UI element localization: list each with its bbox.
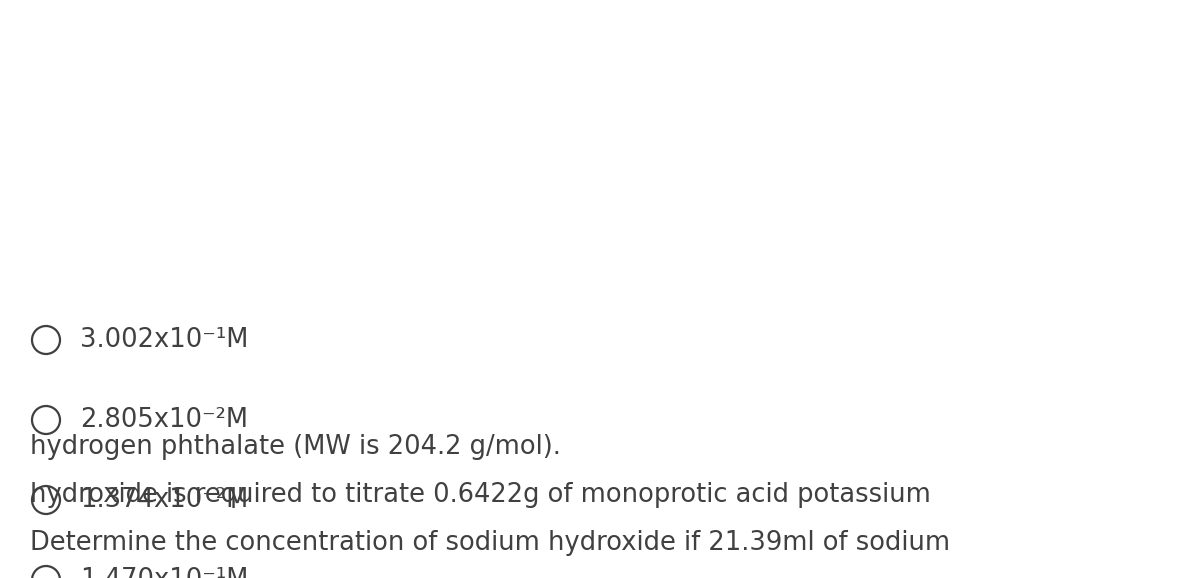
Text: 1.374x10⁻²M: 1.374x10⁻²M: [80, 487, 248, 513]
Text: 2.805x10⁻²M: 2.805x10⁻²M: [80, 407, 248, 433]
Text: 3.002x10⁻¹M: 3.002x10⁻¹M: [80, 327, 248, 353]
Text: hydroxide is required to titrate 0.6422g of monoprotic acid potassium: hydroxide is required to titrate 0.6422g…: [30, 482, 931, 508]
Text: Determine the concentration of sodium hydroxide if 21.39ml of sodium: Determine the concentration of sodium hy…: [30, 530, 950, 556]
Text: hydrogen phthalate (MW is 204.2 g/mol).: hydrogen phthalate (MW is 204.2 g/mol).: [30, 434, 560, 460]
Text: 1.470x10⁻¹M: 1.470x10⁻¹M: [80, 567, 248, 578]
